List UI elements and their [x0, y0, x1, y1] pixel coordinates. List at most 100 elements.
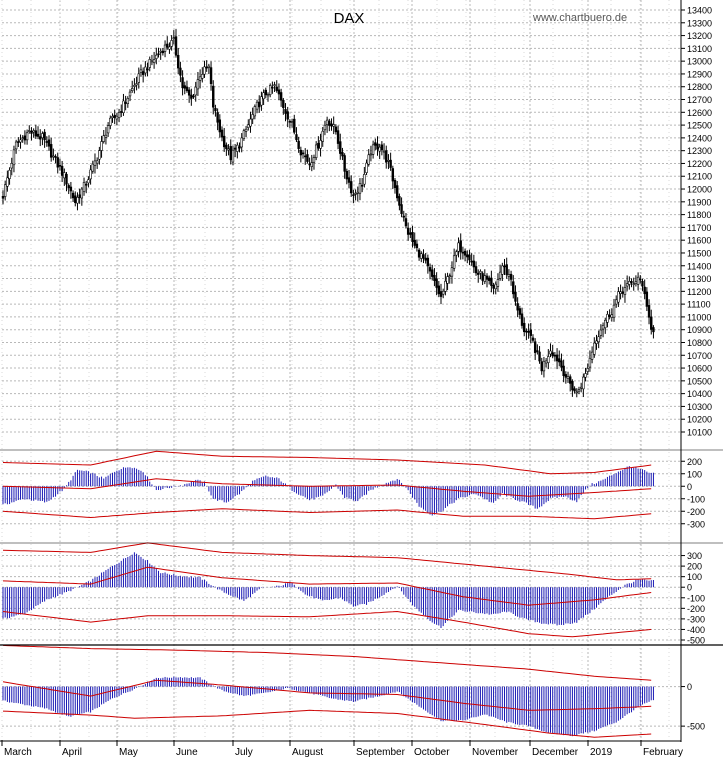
candle-body [198, 76, 202, 81]
price-tick-label: 10900 [687, 325, 712, 335]
candle-body [501, 265, 504, 275]
osc-tick-label: -100 [687, 593, 705, 603]
candle-body [187, 89, 191, 96]
candle-body [120, 111, 123, 113]
candle-body [126, 98, 130, 104]
candle-body [553, 354, 557, 357]
candle-body [225, 144, 228, 150]
candle-body [85, 183, 88, 186]
candle-body [395, 185, 399, 199]
price-tick-label: 11000 [687, 312, 711, 322]
candle-body [321, 130, 324, 142]
candle-body [573, 388, 576, 392]
candle-body [474, 266, 478, 274]
candle-body [310, 162, 313, 167]
candle-body [82, 182, 86, 192]
osc-tick-label: 100 [687, 469, 702, 479]
candle-body [323, 124, 327, 131]
candle-body [6, 177, 9, 187]
candle-body [23, 135, 27, 141]
candle-body [382, 150, 386, 153]
candle-body [262, 92, 265, 100]
candle-body [150, 60, 154, 63]
candle-body [485, 275, 489, 280]
candle-body [209, 67, 213, 84]
candle-body [216, 112, 219, 123]
candle-body [420, 253, 423, 259]
candle-body [463, 250, 467, 256]
candle-body [304, 155, 307, 158]
candle-body [299, 149, 303, 156]
candle-body [179, 67, 182, 76]
candle-body [106, 125, 110, 134]
candle-body [577, 389, 581, 392]
osc-middle-line [2, 478, 652, 497]
candle-body [645, 291, 649, 307]
candle-body [87, 179, 90, 184]
osc-tick-label: -500 [687, 722, 705, 732]
candle-body [139, 69, 143, 73]
candle-body [437, 285, 441, 295]
candle-body [446, 276, 449, 284]
candle-body [402, 215, 405, 218]
candle-body [472, 260, 476, 268]
candle-body [520, 313, 524, 326]
candle-body [393, 180, 397, 188]
price-tick-label: 10400 [687, 389, 712, 399]
candle-body [579, 386, 583, 389]
candle-body [455, 251, 458, 256]
osc-tick-label: -200 [687, 604, 705, 614]
oscillator-panel-2 [2, 542, 654, 638]
candle-body [347, 177, 351, 183]
price-tick-label: 12100 [687, 172, 712, 182]
price-tick-label: 11100 [687, 300, 711, 310]
candle-body [54, 156, 57, 158]
candle-body [330, 123, 333, 127]
candle-body [617, 291, 620, 303]
price-tick-label: 10800 [687, 338, 712, 348]
candle-body [595, 340, 598, 344]
candle-body [452, 255, 456, 269]
candle-body [288, 120, 292, 123]
candle-body [450, 267, 454, 277]
price-tick-label: 11200 [687, 287, 711, 297]
candle-body [181, 77, 184, 89]
candle-body [575, 391, 578, 394]
candle-body [413, 239, 416, 246]
osc-tick-label: 200 [687, 562, 702, 572]
candle-body [218, 119, 222, 133]
candle-body [457, 242, 460, 252]
candle-body [523, 322, 526, 333]
candle-body [286, 111, 289, 120]
candle-body [398, 196, 401, 206]
candle-body [133, 85, 136, 87]
candle-body [560, 360, 563, 368]
candle-body [36, 133, 40, 137]
candle-body [238, 146, 241, 149]
candle-body [102, 135, 105, 142]
candle-body [512, 281, 515, 295]
candle-body [80, 188, 84, 199]
candle-body [409, 232, 412, 235]
osc-tick-label: 200 [687, 457, 702, 467]
candle-body [3, 184, 7, 197]
candle-body [74, 195, 77, 203]
candle-body [128, 91, 132, 97]
candle-body [159, 50, 162, 53]
price-tick-label: 11500 [687, 248, 711, 258]
osc-tick-label: 300 [687, 551, 702, 561]
candle-body [163, 44, 167, 52]
candle-body [174, 36, 178, 56]
candle-body [78, 194, 81, 198]
candle-body [509, 273, 513, 280]
candle-body [63, 172, 66, 179]
osc-middle-line [2, 679, 652, 711]
candle-body [89, 169, 92, 180]
candle-body [492, 285, 495, 289]
candle-body [314, 144, 318, 158]
candle-body [95, 160, 99, 164]
candle-body [249, 118, 252, 127]
candle-body [376, 143, 379, 150]
